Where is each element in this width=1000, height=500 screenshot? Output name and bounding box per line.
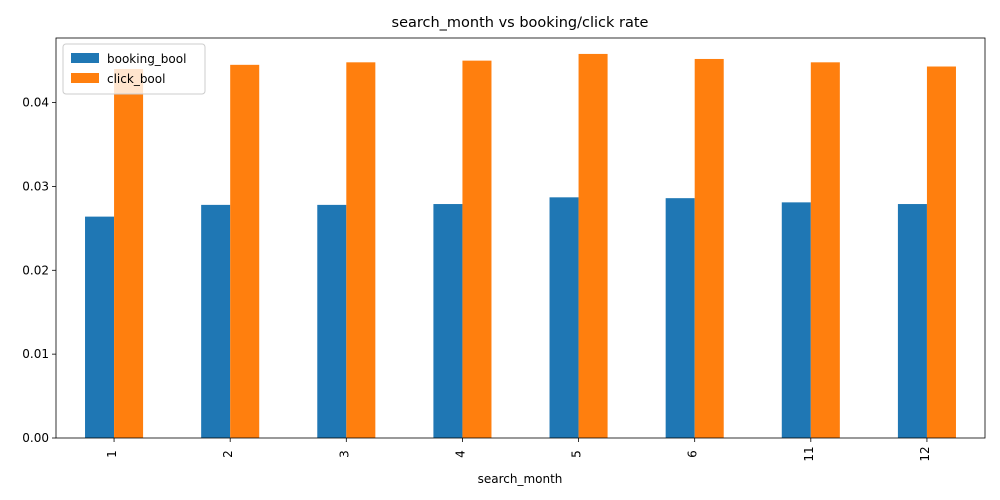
y-tick-label: 0.01 bbox=[22, 347, 49, 361]
y-tick-label: 0.02 bbox=[22, 263, 49, 277]
bar-booking_bool-3 bbox=[317, 204, 347, 438]
legend-swatch-booking_bool bbox=[71, 53, 99, 63]
bar-click_bool-12 bbox=[926, 66, 956, 438]
legend-label-click_bool: click_bool bbox=[107, 72, 165, 86]
bar-booking_bool-6 bbox=[665, 198, 695, 438]
x-tick-label: 11 bbox=[802, 446, 816, 461]
y-tick-label: 0.00 bbox=[22, 431, 49, 445]
bar-booking_bool-4 bbox=[433, 204, 463, 438]
x-tick-label: 2 bbox=[221, 450, 235, 458]
bar-booking_bool-11 bbox=[781, 202, 811, 438]
bar-booking_bool-1 bbox=[85, 216, 115, 438]
legend-swatch-click_bool bbox=[71, 73, 99, 83]
x-tick-label: 5 bbox=[570, 450, 584, 458]
x-tick-label: 3 bbox=[337, 450, 351, 458]
legend-label-booking_bool: booking_bool bbox=[107, 52, 186, 66]
bar-click_bool-1 bbox=[114, 69, 144, 438]
bar-booking_bool-5 bbox=[549, 197, 579, 438]
legend: booking_bool click_bool bbox=[62, 43, 206, 95]
bar-click_bool-3 bbox=[346, 62, 376, 438]
x-axis-title: search_month bbox=[478, 472, 563, 486]
bar-booking_bool-12 bbox=[897, 204, 927, 438]
x-tick-label: 12 bbox=[918, 446, 932, 461]
axes-frame bbox=[55, 37, 986, 439]
chart-title: search_month vs booking/click rate bbox=[392, 15, 649, 31]
bar-click_bool-11 bbox=[810, 62, 840, 438]
bar-click_bool-2 bbox=[230, 64, 260, 438]
bar-booking_bool-2 bbox=[201, 204, 231, 438]
bar-click_bool-4 bbox=[462, 60, 492, 438]
x-tick-label: 1 bbox=[105, 450, 119, 458]
bar-click_bool-5 bbox=[578, 53, 608, 439]
x-tick-label: 6 bbox=[686, 450, 700, 458]
x-tick-label: 4 bbox=[453, 450, 467, 458]
y-tick-label: 0.04 bbox=[22, 96, 49, 110]
plot-area: 1 2 3 4 5 6 11 120.000.010.020.030.04booking_bo… bbox=[22, 37, 986, 462]
bar-click_bool-6 bbox=[694, 58, 724, 439]
y-tick-label: 0.03 bbox=[22, 179, 49, 193]
